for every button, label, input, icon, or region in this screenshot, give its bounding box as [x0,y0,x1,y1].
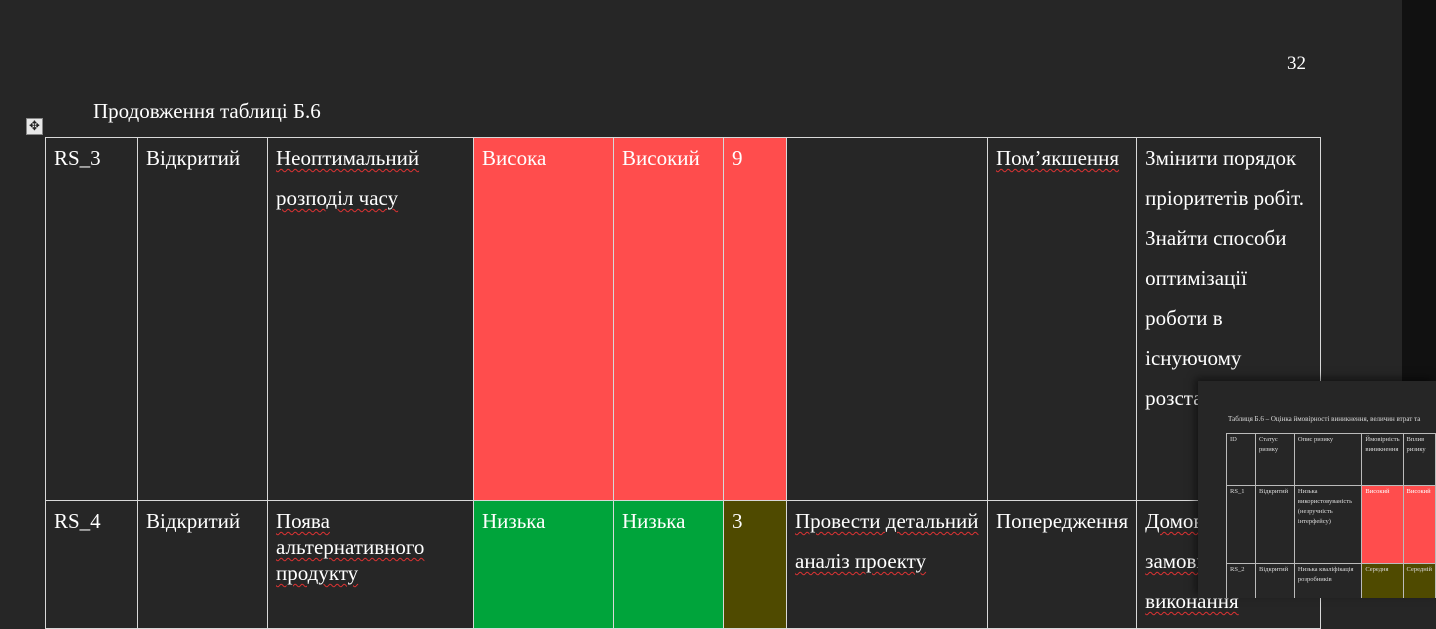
risk-score: 9 [723,137,787,501]
thumbnail-cell: Відкритий [1255,485,1295,564]
risk-strategy: Пом’якшення [986,137,1138,501]
risk-id: RS_4 [45,500,138,629]
thumbnail-header: Статус ризику [1255,433,1295,486]
thumbnail-header-row: ID Статус ризику Опис ризику Ймовірність… [1226,433,1436,486]
move-icon[interactable]: ✥ [26,118,43,135]
risk-id: RS_3 [45,137,138,501]
thumbnail-cell: Низька використовуваність (незручність і… [1293,485,1363,564]
table-continuation-label: Продовження таблиці Б.6 [93,99,321,123]
thumbnail-header: Ймовірність виникнення [1361,433,1404,486]
table-row: RS_3 Відкритий Неоптимальний розподіл ча… [45,137,1322,501]
thumbnail-cell: Середня [1361,563,1404,598]
risk-description: Поява альтернативного продукту [267,500,474,629]
thumbnail-header: Опис ризику [1293,433,1363,486]
risk-description: Неоптимальний розподіл часу [267,137,474,501]
risk-table: RS_3 Відкритий Неоптимальний розподіл ча… [45,137,1322,629]
thumbnail-cell: RS_2 [1226,563,1256,598]
thumbnail-cell: Низька кваліфікація розробників [1293,563,1363,598]
risk-impact: Високий [613,137,724,501]
thumbnail-cell: RS_1 [1226,485,1256,564]
thumbnail-row: RS_2 Відкритий Низька кваліфікація розро… [1226,563,1436,598]
page-thumbnail-preview[interactable]: Таблиця Б.6 – Оцінка ймовірності виникне… [1198,381,1436,598]
thumbnail-cell: Високий [1361,485,1404,564]
risk-probability: Низька [473,500,614,629]
risk-status: Відкритий [137,500,268,629]
page-number: 32 [1287,53,1306,74]
table-row: RS_4 Відкритий Поява альтернативного про… [45,500,1322,629]
thumbnail-header: Вплив ризику [1402,433,1436,486]
risk-score: 3 [723,500,787,629]
thumbnail-cell: Високий [1402,485,1436,564]
risk-status: Відкритий [137,137,268,501]
thumbnail-header: ID [1226,433,1256,486]
risk-action [786,137,988,501]
risk-probability: Висока [473,137,614,501]
thumbnail-cell: Відкритий [1255,563,1295,598]
thumbnail-row: RS_1 Відкритий Низька використовуваність… [1226,485,1436,564]
risk-action: Провести детальний аналіз проекту [786,500,988,629]
thumbnail-caption: Таблиця Б.6 – Оцінка ймовірності виникне… [1228,415,1421,423]
risk-strategy: Попередження [986,500,1138,629]
thumbnail-cell: Середній [1402,563,1436,598]
thumbnail-table: ID Статус ризику Опис ризику Ймовірність… [1226,433,1436,598]
risk-impact: Низька [613,500,724,629]
